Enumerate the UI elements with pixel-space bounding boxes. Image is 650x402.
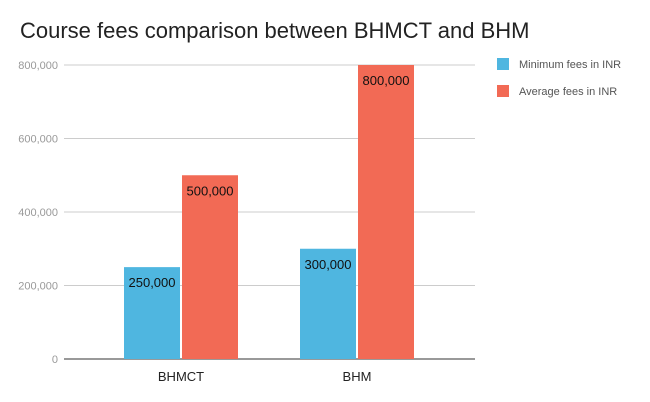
data-label: 250,000	[129, 275, 176, 290]
bar	[124, 267, 180, 359]
x-tick-label: BHMCT	[158, 369, 204, 384]
y-tick-label: 0	[52, 354, 58, 366]
bar	[358, 65, 414, 359]
bar	[182, 175, 238, 359]
y-tick-label: 200,000	[18, 281, 58, 293]
data-label: 800,000	[363, 73, 410, 88]
data-label: 500,000	[187, 183, 234, 198]
y-tick-label: 600,000	[18, 134, 58, 146]
x-tick-label: BHM	[343, 369, 372, 384]
legend-swatch	[497, 85, 509, 97]
y-tick-label: 800,000	[18, 60, 58, 72]
legend-swatch	[497, 58, 509, 70]
y-tick-label: 400,000	[18, 207, 58, 219]
chart-title: Course fees comparison between BHMCT and…	[20, 18, 530, 43]
data-label: 300,000	[305, 257, 352, 272]
legend-label: Average fees in INR	[519, 86, 617, 98]
bar	[300, 248, 356, 359]
legend-label: Minimum fees in INR	[519, 59, 621, 71]
